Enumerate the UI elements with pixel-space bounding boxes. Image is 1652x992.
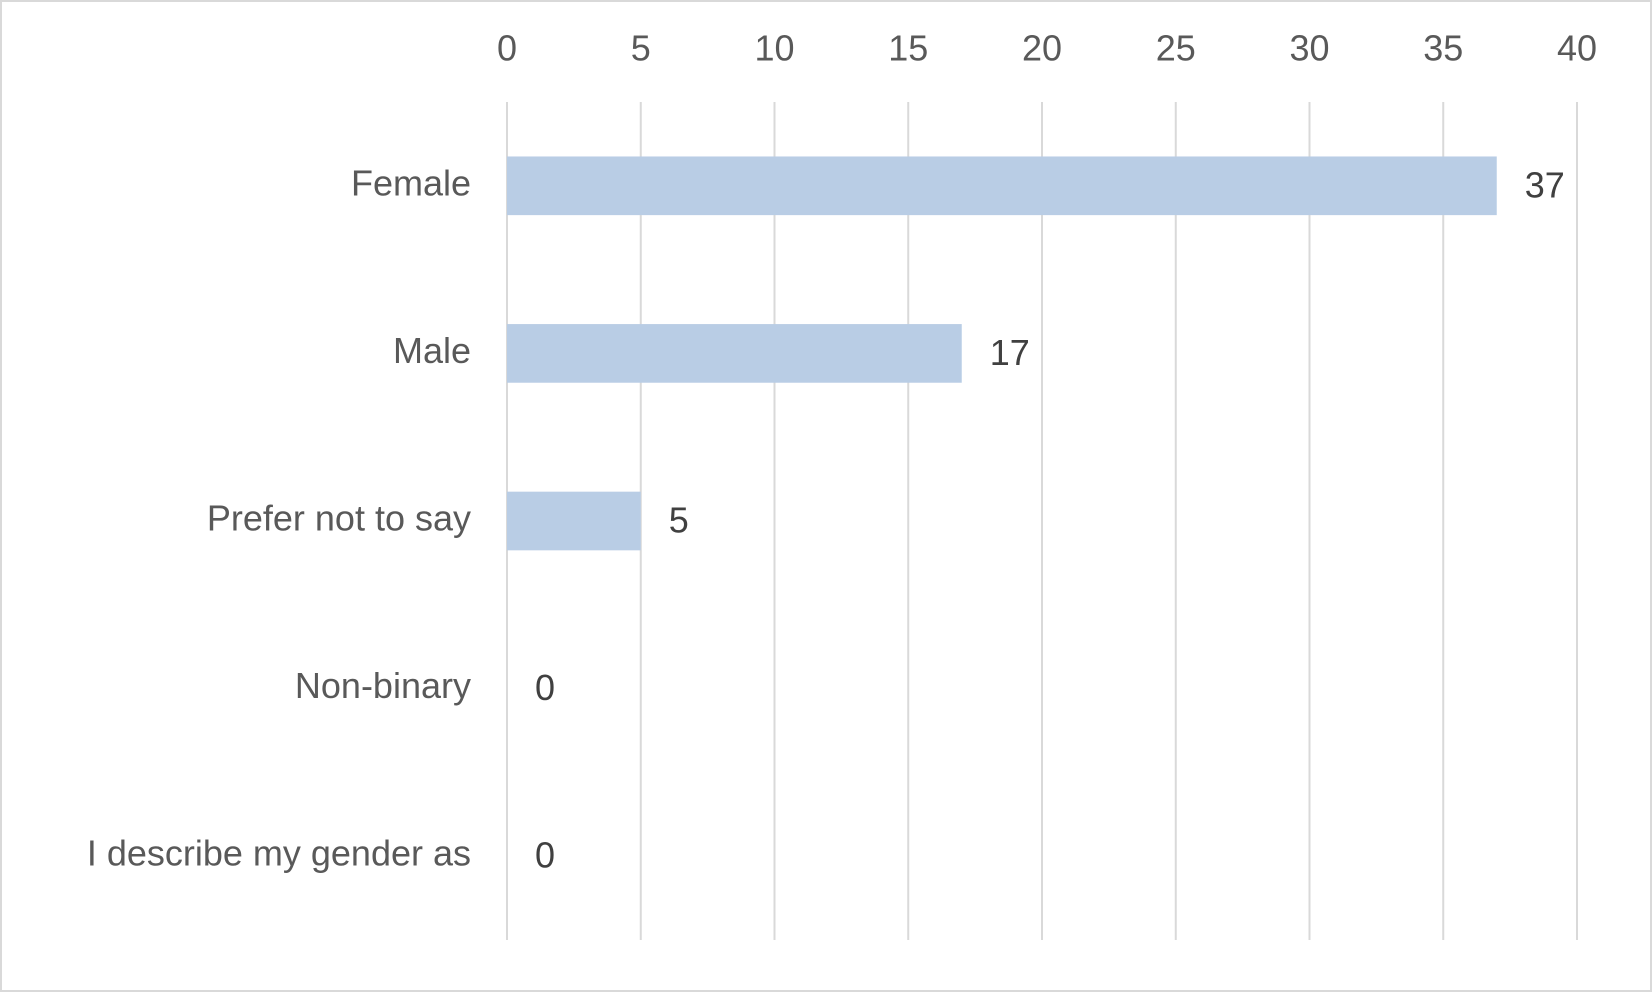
x-tick-label: 10 [754,28,794,69]
x-tick-label: 25 [1156,28,1196,69]
x-tick-label: 15 [888,28,928,69]
x-tick-label: 40 [1557,28,1597,69]
value-label: 0 [535,835,555,876]
bar [507,156,1497,216]
value-label: 17 [990,332,1030,373]
x-tick-label: 5 [631,28,651,69]
value-label: 0 [535,667,555,708]
value-label: 37 [1525,164,1565,205]
x-tick-label: 20 [1022,28,1062,69]
y-tick-label: Prefer not to say [207,498,471,539]
x-tick-label: 0 [497,28,517,69]
y-tick-label: I describe my gender as [87,833,471,874]
x-tick-label: 35 [1423,28,1463,69]
y-tick-label: Male [393,330,471,371]
x-tick-label: 30 [1289,28,1329,69]
value-label: 5 [669,500,689,541]
bar [507,491,641,551]
bar [507,324,962,383]
y-tick-label: Non-binary [295,665,471,706]
y-tick-label: Female [351,162,471,203]
